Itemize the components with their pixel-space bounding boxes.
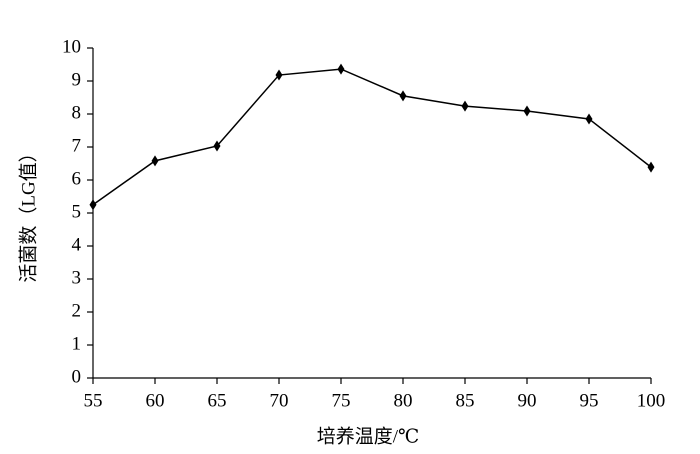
y-tick-label: 9	[72, 69, 82, 90]
marker	[337, 63, 345, 75]
y-axis-label: 活菌数（LG值）	[17, 143, 39, 282]
y-tick-label: 10	[62, 36, 81, 57]
y-tick-label: 0	[72, 366, 82, 387]
marker	[151, 155, 159, 167]
x-tick-label: 100	[637, 390, 666, 411]
x-tick-label: 70	[270, 390, 289, 411]
x-tick-label: 85	[456, 390, 475, 411]
x-tick-label: 60	[146, 390, 165, 411]
marker	[89, 199, 97, 211]
marker	[585, 113, 593, 125]
x-tick-label: 65	[208, 390, 227, 411]
x-tick-label: 90	[518, 390, 537, 411]
marker	[647, 161, 655, 173]
x-tick-label: 75	[332, 390, 351, 411]
marker	[399, 90, 407, 102]
x-tick-label: 55	[84, 390, 103, 411]
y-tick-label: 5	[72, 201, 82, 222]
marker	[275, 69, 283, 81]
y-tick-label: 8	[72, 102, 82, 123]
x-tick-label: 80	[394, 390, 413, 411]
y-tick-label: 1	[72, 333, 82, 354]
y-tick-label: 3	[72, 267, 82, 288]
y-tick-label: 4	[72, 234, 82, 255]
marker	[523, 105, 531, 117]
marker	[213, 140, 221, 152]
y-tick-label: 6	[72, 168, 82, 189]
y-tick-label: 2	[72, 300, 82, 321]
x-tick-label: 95	[580, 390, 599, 411]
marker	[461, 100, 469, 112]
y-tick-label: 7	[72, 135, 82, 156]
x-axis-label: 培养温度/℃	[317, 425, 420, 447]
line	[92, 68, 652, 206]
